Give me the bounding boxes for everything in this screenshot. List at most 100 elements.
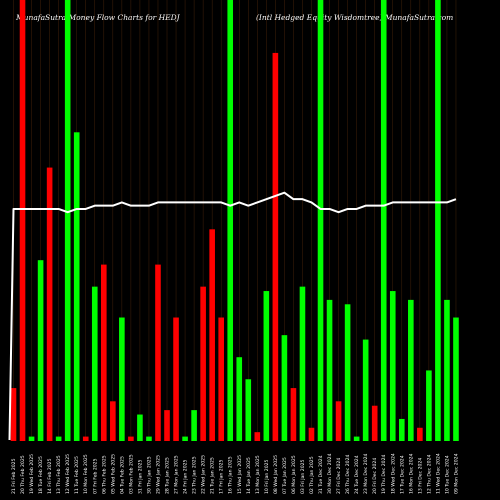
bar-up: [55, 436, 62, 441]
x-tick-label: 10 Tue Dec 2024: [444, 455, 450, 494]
bar-down: [128, 436, 134, 441]
bar-down: [218, 317, 224, 441]
bar-up: [299, 286, 306, 441]
bar-up: [408, 299, 414, 441]
x-tick-label: 18 Tue Feb 2025: [38, 456, 44, 494]
bar-up: [236, 357, 243, 441]
bar-up: [317, 0, 324, 441]
x-tick-label: 29 Wed Jan 2025: [155, 455, 161, 494]
x-tick-label: 17 Tue Dec 2024: [399, 455, 405, 494]
x-tick-label: 27 Fri Dec 2024: [336, 458, 342, 494]
x-tick-label: 13 Fri Dec 2024: [417, 458, 423, 494]
bar-down: [110, 401, 116, 441]
bar-down: [290, 388, 297, 441]
x-tick-label: 23 Mon Dec 2024: [363, 453, 369, 494]
x-tick-label: 22 Wed Jan 2025: [201, 455, 207, 494]
bar-down: [200, 286, 206, 441]
bar-up: [245, 379, 252, 441]
line-layer: [8, 191, 457, 441]
bar-up: [137, 414, 143, 441]
bar-up: [380, 0, 387, 441]
bar-down: [82, 436, 89, 441]
x-tick-label: 24 Fri Jan 2025: [183, 459, 189, 494]
x-tick-label: 31 Fri Jan 2025: [137, 459, 143, 494]
bar-down: [417, 427, 423, 441]
bar-down: [272, 52, 279, 442]
bar-down: [164, 410, 170, 441]
x-tick-label: 13 Mon Jan 2025: [255, 455, 261, 494]
bar-down: [254, 432, 261, 441]
x-tick-label: 17 Fri Jan 2025: [219, 459, 225, 494]
bar-up: [453, 317, 459, 441]
x-tick-label: 09 Mon Dec 2024: [453, 453, 459, 494]
x-tick-label: 30 Thu Jan 2025: [146, 456, 152, 494]
bar-down: [101, 264, 107, 441]
x-tick-label: 21 Fri Feb 2025: [11, 458, 17, 494]
bar-down: [19, 0, 26, 441]
x-tick-label: 19 Wed Feb 2025: [29, 454, 35, 494]
x-tick-label: 03 Mon Feb 2025: [128, 454, 134, 494]
bar-up: [398, 418, 405, 441]
bar-down: [371, 405, 378, 441]
x-tick-label: 30 Mon Dec 2024: [327, 453, 333, 494]
x-tick-label: 28 Tue Jan 2025: [165, 457, 171, 494]
bar-up: [281, 335, 288, 441]
x-tick-label: 06 Thu Feb 2025: [101, 455, 107, 494]
bar-up: [435, 0, 441, 441]
bar-up: [353, 436, 360, 441]
bar-up: [344, 304, 351, 441]
x-tick-label: 18 Wed Dec 2024: [390, 453, 396, 494]
bar-down: [10, 388, 17, 441]
x-tick-label: 12 Thu Dec 2024: [426, 454, 432, 494]
bar-down: [308, 427, 315, 441]
x-tick-label: 20 Fri Dec 2024: [372, 458, 378, 494]
x-tick-label: 23 Thu Jan 2025: [192, 456, 198, 494]
x-tick-label: 11 Tue Feb 2025: [74, 456, 80, 494]
x-tick-label: 13 Thu Feb 2025: [56, 455, 62, 494]
x-tick-label: 31 Tue Dec 2024: [318, 455, 324, 494]
x-tick-label: 14 Tue Jan 2025: [246, 457, 252, 494]
x-tick-labels: 21 Fri Feb 2025 20 Thu Feb 2025 19 Wed Feb…: [11, 453, 459, 494]
bar-up: [263, 291, 270, 441]
x-tick-label: 08 Wed Jan 2025: [273, 455, 279, 494]
bar-up: [64, 0, 71, 441]
bar-down: [173, 317, 179, 441]
bar-up: [426, 370, 432, 441]
bar-down: [155, 264, 161, 441]
x-tick-label: 10 Fri Jan 2025: [264, 459, 270, 494]
x-tick-label: 03 Fri Jan 2025: [300, 459, 306, 494]
x-tick-label: 21 Tue Jan 2025: [210, 457, 216, 494]
bar-up: [146, 436, 152, 441]
x-tick-label: 27 Mon Jan 2025: [174, 455, 180, 494]
bar-up: [28, 436, 35, 441]
bars-layer: [10, 0, 459, 442]
bar-up: [227, 0, 234, 441]
bar-down: [46, 167, 53, 441]
bar-down: [335, 401, 342, 441]
x-tick-label: 11 Wed Dec 2024: [435, 453, 441, 494]
bar-up: [191, 410, 197, 441]
bar-down: [209, 229, 215, 441]
bar-up: [389, 291, 396, 441]
x-tick-label: 07 Fri Feb 2025: [92, 458, 98, 494]
x-tick-label: 14 Fri Feb 2025: [47, 458, 53, 494]
bar-up: [91, 286, 98, 441]
bar-up: [37, 260, 44, 441]
bar-up: [444, 299, 450, 441]
bar-up: [73, 132, 80, 442]
x-tick-label: 04 Tue Feb 2025: [119, 456, 125, 494]
x-tick-label: 26 Thu Dec 2024: [345, 454, 351, 494]
x-tick-label: 15 Wed Jan 2025: [237, 455, 243, 494]
x-tick-label: 16 Mon Dec 2024: [408, 453, 414, 494]
x-tick-label: 07 Tue Jan 2025: [282, 457, 288, 494]
bar-up: [119, 317, 125, 441]
x-tick-label: 24 Tue Dec 2024: [354, 455, 360, 494]
x-tick-label: 10 Mon Feb 2025: [83, 454, 89, 494]
bar-up: [182, 436, 188, 441]
x-tick-label: 20 Thu Feb 2025: [20, 455, 26, 494]
price-line: [8, 191, 457, 441]
x-tick-label: 02 Thu Jan 2025: [309, 456, 315, 494]
chart-header-right: (Intl Hedged Equity Wisdomtree) MunafaSu…: [256, 13, 454, 22]
x-tick-label: 16 Thu Jan 2025: [228, 456, 234, 494]
